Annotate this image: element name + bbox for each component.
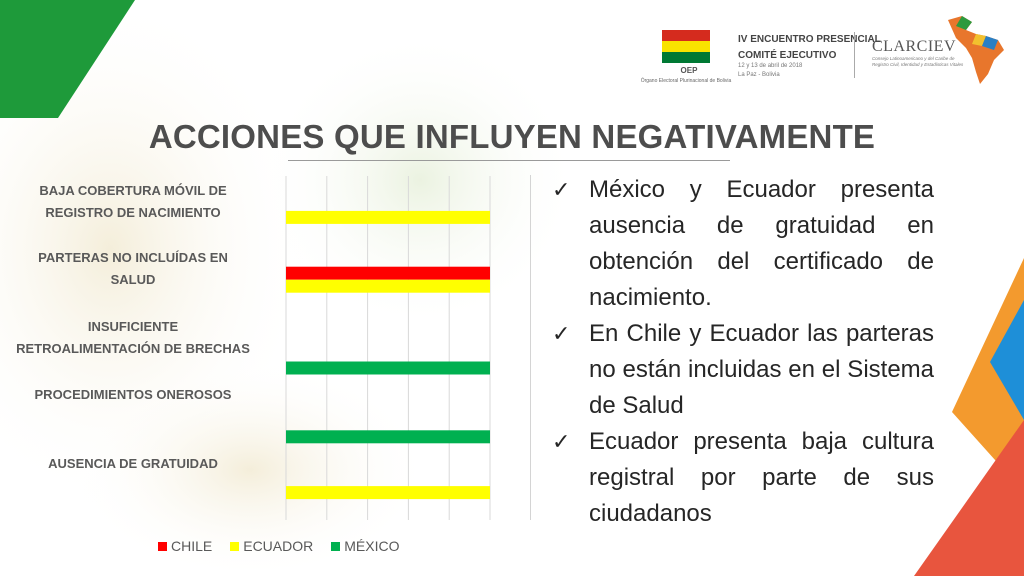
category-label: PROCEDIMIENTOS ONEROSOS	[0, 384, 268, 406]
bar-ecuador-4	[286, 486, 490, 499]
legend-label: CHILE	[171, 538, 212, 554]
category-label-line: BAJA COBERTURA MÓVIL DE	[0, 180, 268, 202]
bar-méxico-2	[286, 362, 490, 375]
category-label-line: RETROALIMENTACIÓN DE BRECHAS	[0, 338, 268, 360]
finding-text: México y Ecuador presenta ausencia de gr…	[589, 176, 934, 311]
legend-item-chile: CHILE	[158, 538, 212, 554]
chart-legend: CHILE ECUADOR MÉXICO	[158, 538, 399, 554]
category-label-line: REGISTRO DE NACIMIENTO	[0, 202, 268, 224]
finding-item: ✓ Ecuador presenta baja cultura registral…	[552, 424, 934, 532]
legend-swatch	[158, 542, 167, 551]
category-label-line: SALUD	[0, 269, 268, 291]
findings-list: ✓ México y Ecuador presenta ausencia de g…	[552, 172, 934, 532]
finding-item: ✓ En Chile y Ecuador las parteras no está…	[552, 316, 934, 424]
category-label-line: PARTERAS NO INCLUÍDAS EN	[0, 247, 268, 269]
checkmark-icon: ✓	[552, 424, 570, 460]
category-label-line: PROCEDIMIENTOS ONEROSOS	[0, 384, 268, 406]
finding-item: ✓ México y Ecuador presenta ausencia de g…	[552, 172, 934, 316]
bar-ecuador-1	[286, 280, 490, 293]
legend-label: ECUADOR	[243, 538, 313, 554]
category-label: INSUFICIENTE RETROALIMENTACIÓN DE BRECHAS	[0, 316, 268, 360]
legend-item-ecuador: ECUADOR	[230, 538, 313, 554]
bar-ecuador-0	[286, 211, 490, 224]
category-label-line: AUSENCIA DE GRATUIDAD	[0, 453, 268, 475]
category-label: BAJA COBERTURA MÓVIL DE REGISTRO DE NACIM…	[0, 180, 268, 224]
legend-label: MÉXICO	[344, 538, 399, 554]
legend-item-méxico: MÉXICO	[331, 538, 399, 554]
legend-swatch	[331, 542, 340, 551]
checkmark-icon: ✓	[552, 172, 570, 208]
bar-chile-1	[286, 267, 490, 280]
category-label: PARTERAS NO INCLUÍDAS EN SALUD	[0, 247, 268, 291]
finding-text: Ecuador presenta baja cultura registral …	[589, 428, 934, 527]
legend-swatch	[230, 542, 239, 551]
finding-text: En Chile y Ecuador las parteras no están…	[589, 320, 934, 419]
category-label: AUSENCIA DE GRATUIDAD	[0, 453, 268, 475]
category-label-line: INSUFICIENTE	[0, 316, 268, 338]
checkmark-icon: ✓	[552, 316, 570, 352]
bar-méxico-3	[286, 430, 490, 443]
